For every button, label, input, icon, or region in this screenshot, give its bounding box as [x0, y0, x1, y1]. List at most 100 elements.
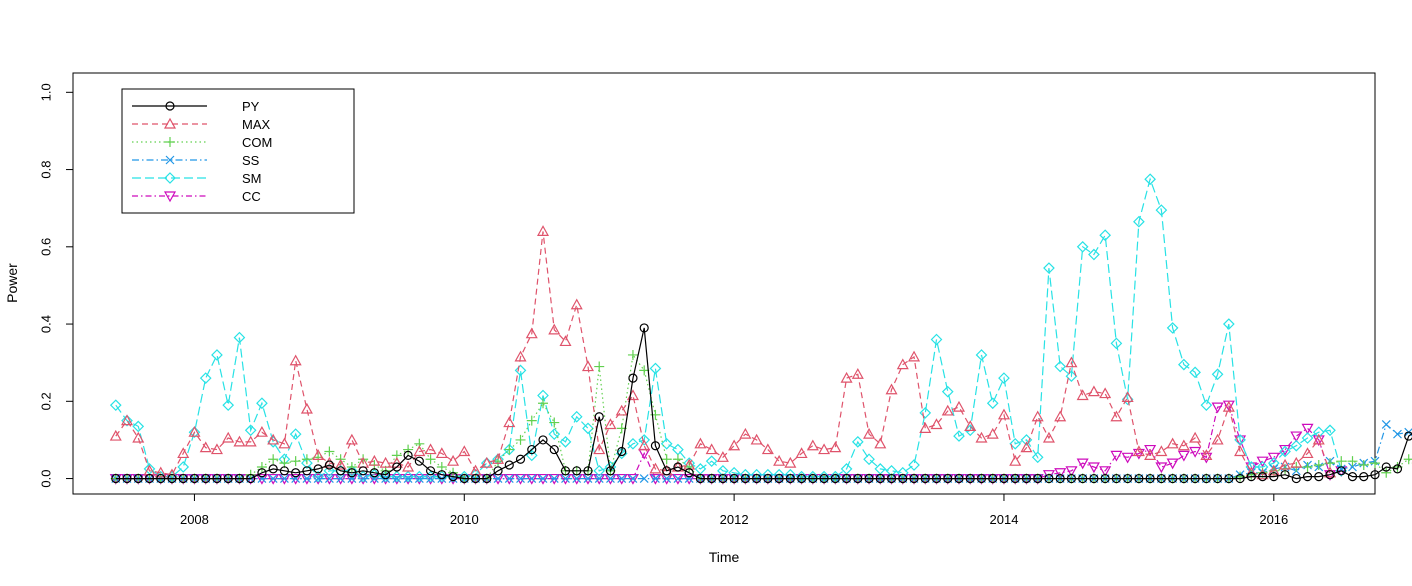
data-point-py — [1359, 472, 1369, 482]
data-point-sm — [1031, 451, 1044, 464]
data-point-py — [931, 473, 942, 484]
data-point-py — [1235, 473, 1245, 484]
data-point-ss — [493, 474, 503, 483]
data-point-com — [549, 417, 560, 428]
data-point-max — [132, 431, 145, 443]
series-line-sm — [115, 177, 1342, 478]
data-point-com — [425, 454, 436, 465]
data-point-py — [1156, 473, 1166, 484]
data-point-ss — [527, 474, 537, 483]
data-point-ss — [538, 474, 548, 483]
data-point-py — [470, 473, 481, 484]
data-point-max — [424, 443, 437, 455]
data-point-max — [908, 350, 921, 362]
data-point-com — [627, 349, 638, 360]
data-point-sm — [1301, 432, 1314, 444]
data-point-com — [268, 454, 279, 465]
data-point-com — [515, 434, 526, 445]
data-point-max — [1031, 410, 1044, 422]
data-point-py — [538, 435, 548, 445]
data-point-py — [1190, 473, 1200, 484]
legend-item-sm: SM — [132, 171, 262, 186]
data-point-ss — [639, 474, 649, 483]
data-point-sm — [941, 385, 954, 398]
data-point-py — [864, 473, 874, 484]
data-point-py — [763, 473, 773, 484]
data-point-py — [1224, 473, 1234, 484]
data-point-max — [413, 445, 426, 457]
data-point-sm — [1088, 248, 1100, 261]
data-point-ss — [279, 474, 289, 483]
x-axis-title: Time — [709, 549, 740, 565]
data-point-max — [1042, 431, 1055, 443]
data-point-py — [774, 473, 784, 484]
data-point-py — [279, 466, 290, 476]
data-point-py — [943, 473, 953, 484]
y-tick-label: 1.0 — [38, 83, 53, 101]
data-point-ss — [414, 474, 424, 483]
data-point-max — [300, 402, 313, 414]
data-point-max — [863, 427, 876, 439]
data-point-sm — [975, 349, 988, 361]
data-point-py — [122, 473, 132, 484]
data-point-ss — [1381, 420, 1391, 429]
series-py — [111, 323, 1412, 484]
data-point-max — [1177, 439, 1190, 451]
data-point-py — [976, 473, 987, 484]
data-point-cc — [1065, 466, 1078, 478]
legend-swatch-marker — [163, 191, 177, 203]
data-point-com — [1313, 460, 1324, 471]
data-point-sm — [1133, 215, 1145, 228]
legend-item-com: COM — [132, 135, 272, 150]
data-point-py — [549, 444, 559, 455]
data-point-ss — [662, 474, 672, 483]
data-point-max — [1234, 445, 1247, 457]
data-point-py — [1269, 472, 1279, 482]
data-point-max — [997, 408, 1010, 420]
data-point-com — [290, 456, 301, 467]
data-point-sm — [109, 399, 122, 412]
data-point-max — [604, 418, 617, 430]
data-point-max — [177, 447, 190, 459]
data-point-py — [886, 473, 897, 484]
data-point-py — [504, 460, 514, 470]
y-tick-label: 0.6 — [38, 238, 53, 256]
data-point-sm — [638, 434, 651, 446]
data-point-cc — [1076, 458, 1089, 470]
data-point-sm — [211, 349, 223, 361]
data-point-max — [1110, 410, 1123, 422]
data-point-py — [841, 473, 852, 484]
data-point-sm — [908, 459, 920, 471]
data-point-py — [144, 473, 155, 484]
data-point-max — [952, 400, 966, 412]
data-point-max — [964, 420, 977, 432]
data-point-max — [199, 441, 212, 453]
y-tick-label: 0.2 — [38, 392, 53, 410]
data-point-py — [583, 466, 593, 476]
data-point-com — [301, 454, 312, 465]
data-point-max — [975, 431, 988, 443]
data-point-ss — [516, 474, 525, 483]
data-point-py — [381, 470, 391, 480]
data-point-max — [503, 416, 516, 428]
data-point-ss — [549, 474, 559, 483]
data-point-cc — [323, 473, 336, 485]
data-point-max — [874, 437, 887, 449]
data-point-py — [740, 473, 750, 484]
data-point-max — [345, 433, 358, 445]
data-point-max — [1065, 356, 1078, 368]
data-point-max — [334, 458, 347, 470]
data-point-max — [941, 404, 954, 416]
data-point-ss — [403, 474, 413, 483]
data-point-cc — [1054, 468, 1067, 479]
data-point-ss — [268, 474, 278, 483]
data-point-ss — [313, 474, 323, 483]
data-point-py — [1078, 473, 1088, 484]
data-point-ss — [392, 474, 402, 483]
data-point-max — [255, 425, 268, 437]
data-point-max — [458, 445, 471, 457]
data-point-max — [773, 454, 786, 466]
data-point-max — [1132, 445, 1145, 457]
data-point-py — [493, 466, 503, 476]
data-point-cc — [1177, 450, 1190, 462]
